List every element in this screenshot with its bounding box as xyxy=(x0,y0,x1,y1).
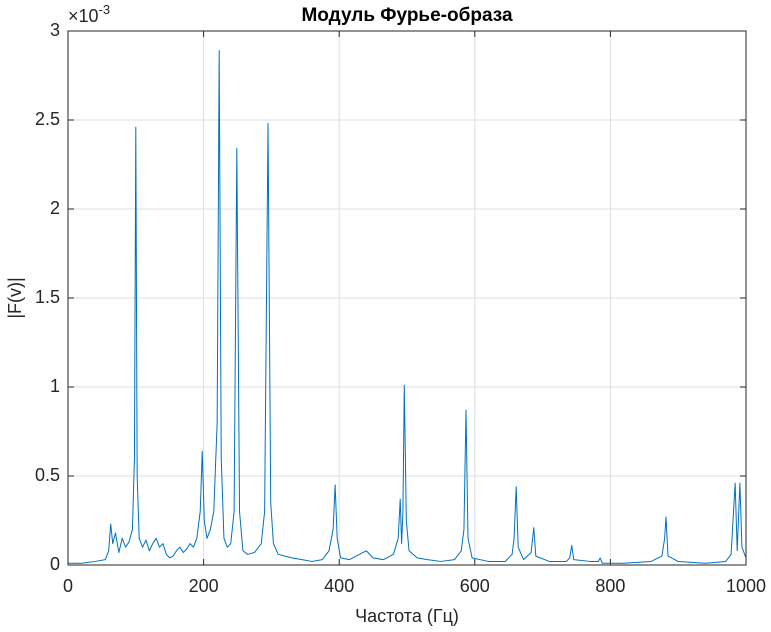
x-tick-label: 200 xyxy=(189,576,219,596)
y-tick-label: 0.5 xyxy=(35,465,60,485)
y-tick-label: 3 xyxy=(50,20,60,40)
y-tick-label: 2 xyxy=(50,198,60,218)
x-tick-label: 400 xyxy=(324,576,354,596)
x-axis-label: Частота (Гц) xyxy=(355,606,459,626)
exponent-base: ×10 xyxy=(68,6,99,26)
x-tick-label: 0 xyxy=(63,576,73,596)
x-tick-label: 600 xyxy=(460,576,490,596)
x-tick-label: 1000 xyxy=(726,576,766,596)
y-tick-label: 2.5 xyxy=(35,109,60,129)
chart-title: Модуль Фурье-образа xyxy=(301,5,512,26)
exponent-power: -3 xyxy=(99,2,111,17)
y-axis-label: |F(v)| xyxy=(5,277,25,318)
y-tick-label: 1 xyxy=(50,376,60,396)
axes-box xyxy=(67,30,747,566)
y-tick-label: 0 xyxy=(50,554,60,574)
y-tick-label: 1.5 xyxy=(35,287,60,307)
y-exponent: ×10-3 xyxy=(68,2,110,25)
spectrum-line xyxy=(68,50,747,564)
x-tick-label: 800 xyxy=(595,576,625,596)
